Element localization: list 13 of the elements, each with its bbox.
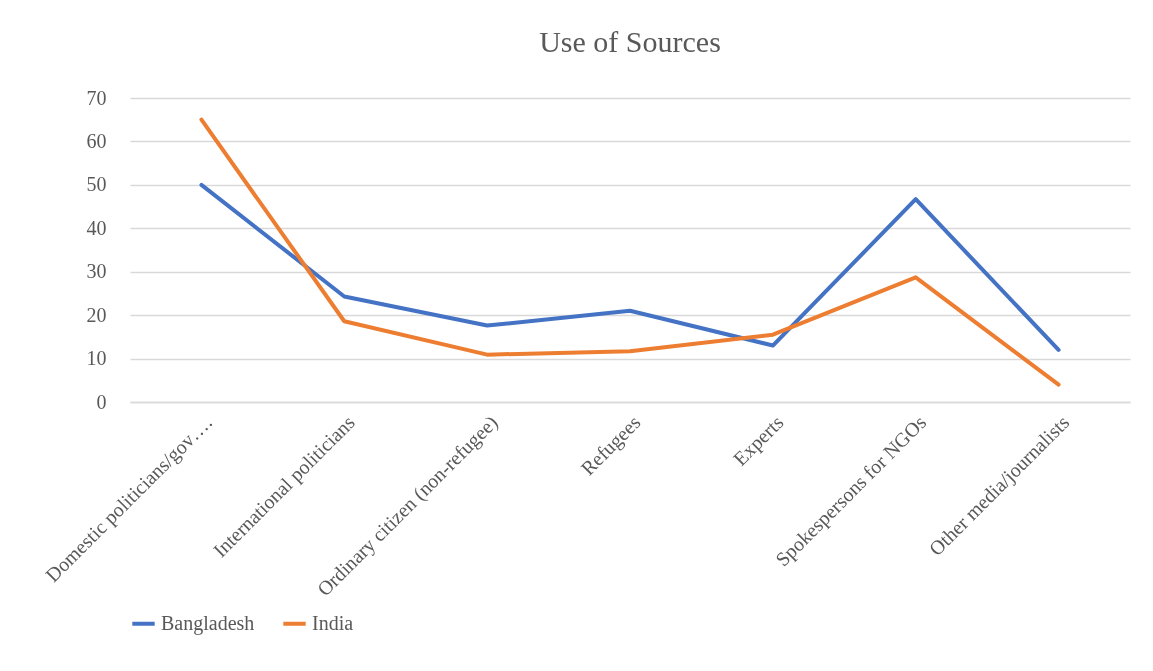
y-tick-label: 20 <box>86 303 107 326</box>
y-tick-label: 0 <box>96 390 107 413</box>
line-series <box>199 117 1061 387</box>
y-tick-label: 70 <box>86 86 107 109</box>
y-tick-label: 50 <box>86 173 107 196</box>
y-tick-label: 10 <box>86 347 107 370</box>
y-tick-label: 30 <box>86 260 107 283</box>
y-tick-label: 60 <box>86 129 107 152</box>
line-series <box>199 182 1061 352</box>
legend-label: India <box>312 611 354 634</box>
chart-title: Use of Sources <box>539 25 721 58</box>
legend-label: Bangladesh <box>161 611 255 635</box>
y-tick-label: 40 <box>86 216 107 239</box>
